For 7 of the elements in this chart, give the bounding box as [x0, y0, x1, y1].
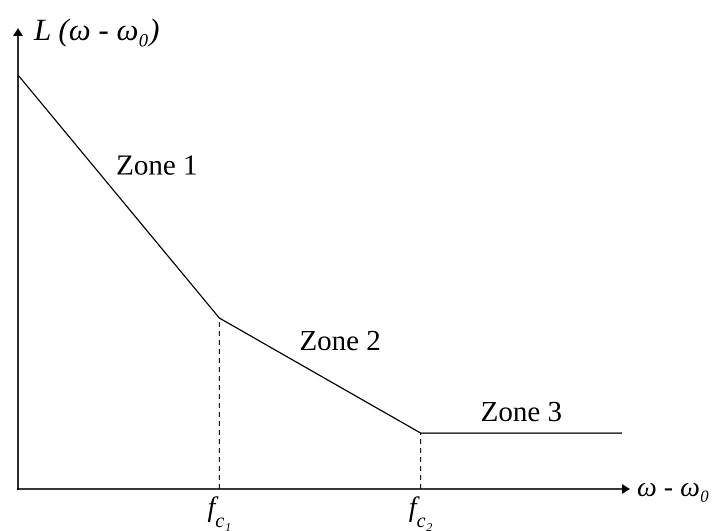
annotation: Zone 3: [480, 396, 562, 428]
y-axis-title: L (ω - ω₀): [33, 12, 160, 47]
annotation: Zone 1: [116, 149, 198, 182]
x-tick-label: f$_{c₂}$: [408, 492, 433, 531]
x-tick-label: f$_{c₁}$: [207, 492, 232, 531]
x-axis-title: ω - ω₀: [637, 472, 710, 503]
annotation: Zone 2: [299, 324, 381, 357]
